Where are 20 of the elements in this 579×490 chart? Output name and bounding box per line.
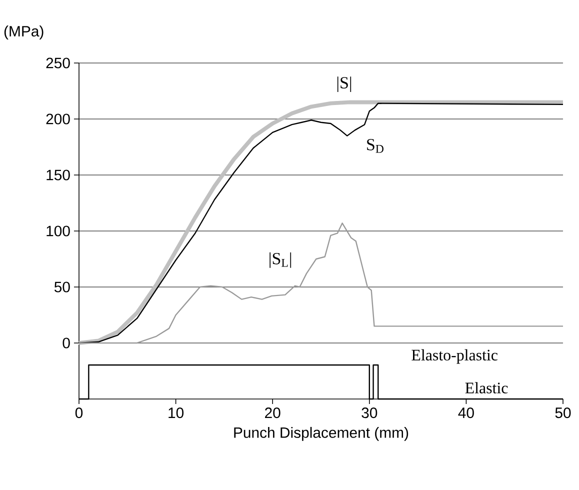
series-label: S$_{D}$ xyxy=(367,138,384,153)
y-tick-label: 250 xyxy=(46,58,70,68)
x-tick-label: 40 xyxy=(458,408,474,418)
x-tick-label: 50 xyxy=(555,408,571,418)
line-series xyxy=(78,222,564,344)
x-tick-label: 20 xyxy=(265,408,280,418)
series-label: |S$_{L}$| xyxy=(270,252,292,268)
series-label: |S| xyxy=(337,76,352,92)
y-tick-label: 100 xyxy=(46,226,70,236)
y-tick-label: 200 xyxy=(46,114,70,124)
y-tick-label: 50 xyxy=(54,282,70,292)
y-tick-label: 0 xyxy=(62,338,70,348)
text: Elasto-plastic xyxy=(412,349,498,364)
annotation: Elastic xyxy=(465,382,508,394)
x-tick-label: 30 xyxy=(362,408,378,418)
x-axis-title: Punch Displacement (mm) xyxy=(234,426,408,441)
x-tick-label: 10 xyxy=(168,408,184,418)
y-tick-label: 150 xyxy=(46,170,70,180)
y-axis-title: (MPa) xyxy=(4,26,44,40)
x-tick-label: 0 xyxy=(75,408,83,418)
